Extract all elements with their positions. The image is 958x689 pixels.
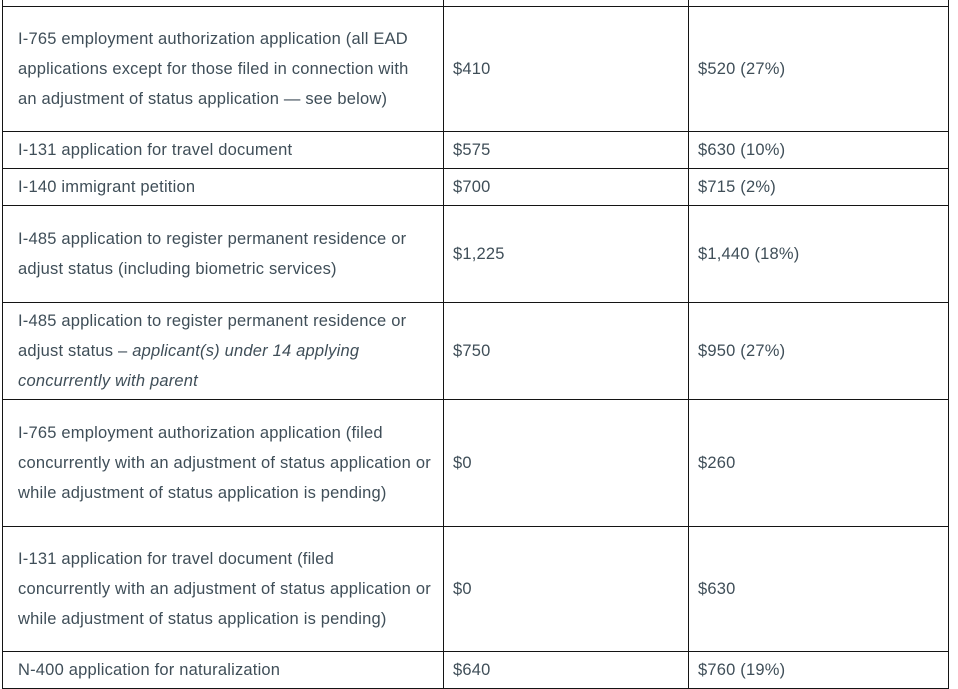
new-fee-value: $1,440 (18%) (698, 245, 800, 263)
old-fee-cell: $640 (443, 651, 689, 689)
application-cell: I-485 application to register permanent … (2, 205, 444, 303)
old-fee-value: $750 (453, 342, 491, 360)
new-fee-cell: $950 (27%) (688, 302, 949, 400)
old-fee-value: $1,225 (453, 245, 505, 263)
old-fee-cell: $1,225 (443, 205, 689, 303)
application-cell: I-140 immigrant petition (2, 168, 444, 206)
new-fee-cell: $715 (2%) (688, 168, 949, 206)
new-fee-cell: $760 (19%) (688, 651, 949, 689)
old-fee-value: $0 (453, 454, 472, 472)
new-fee-value: $760 (19%) (698, 661, 786, 679)
table-row: I-485 application to register permanent … (2, 302, 949, 400)
table-row: I-140 immigrant petition $700 $715 (2%) (2, 168, 949, 206)
application-description: I-765 employment authorization applicati… (18, 424, 431, 502)
table-row: I-765 employment authorization applicati… (2, 6, 949, 132)
application-description-italic: applicant(s) under 14 applying concurren… (18, 342, 360, 390)
old-fee-cell: $0 (443, 399, 689, 527)
new-fee-value: $520 (27%) (698, 60, 786, 78)
table-row: N-400 application for naturalization $64… (2, 651, 949, 689)
old-fee-cell: $0 (443, 526, 689, 652)
new-fee-value: $630 (698, 580, 736, 598)
new-fee-cell: $520 (27%) (688, 6, 949, 132)
old-fee-value: $700 (453, 178, 491, 196)
old-fee-cell: $750 (443, 302, 689, 400)
new-fee-cell: $1,440 (18%) (688, 205, 949, 303)
old-fee-cell: $700 (443, 168, 689, 206)
old-fee-value: $410 (453, 60, 491, 78)
table-row: I-131 application for travel document $5… (2, 131, 949, 169)
old-fee-value: $0 (453, 580, 472, 598)
application-description: I-485 application to register permanent … (18, 230, 407, 278)
old-fee-value: $640 (453, 661, 491, 679)
application-description: I-765 employment authorization applicati… (18, 30, 409, 108)
old-fee-cell: $575 (443, 131, 689, 169)
new-fee-value: $715 (2%) (698, 178, 776, 196)
application-description: I-140 immigrant petition (18, 178, 196, 196)
old-fee-value: $575 (453, 141, 491, 159)
table-row: I-485 application to register permanent … (2, 205, 949, 303)
application-description: I-131 application for travel document (f… (18, 550, 431, 628)
application-cell: I-131 application for travel document (2, 131, 444, 169)
new-fee-cell: $260 (688, 399, 949, 527)
application-cell: N-400 application for naturalization (2, 651, 444, 689)
application-description: N-400 application for naturalization (18, 661, 281, 679)
new-fee-value: $260 (698, 454, 736, 472)
application-cell: I-765 employment authorization applicati… (2, 6, 444, 132)
application-cell: I-765 employment authorization applicati… (2, 399, 444, 527)
application-description: I-485 application to register permanent … (18, 312, 407, 360)
table-row: I-131 application for travel document (f… (2, 526, 949, 652)
new-fee-cell: $630 (10%) (688, 131, 949, 169)
new-fee-value: $630 (10%) (698, 141, 786, 159)
application-description: I-131 application for travel document (18, 141, 293, 159)
table-row: I-765 employment authorization applicati… (2, 399, 949, 527)
application-cell: I-485 application to register permanent … (2, 302, 444, 400)
new-fee-cell: $630 (688, 526, 949, 652)
new-fee-value: $950 (27%) (698, 342, 786, 360)
old-fee-cell: $410 (443, 6, 689, 132)
application-cell: I-131 application for travel document (f… (2, 526, 444, 652)
